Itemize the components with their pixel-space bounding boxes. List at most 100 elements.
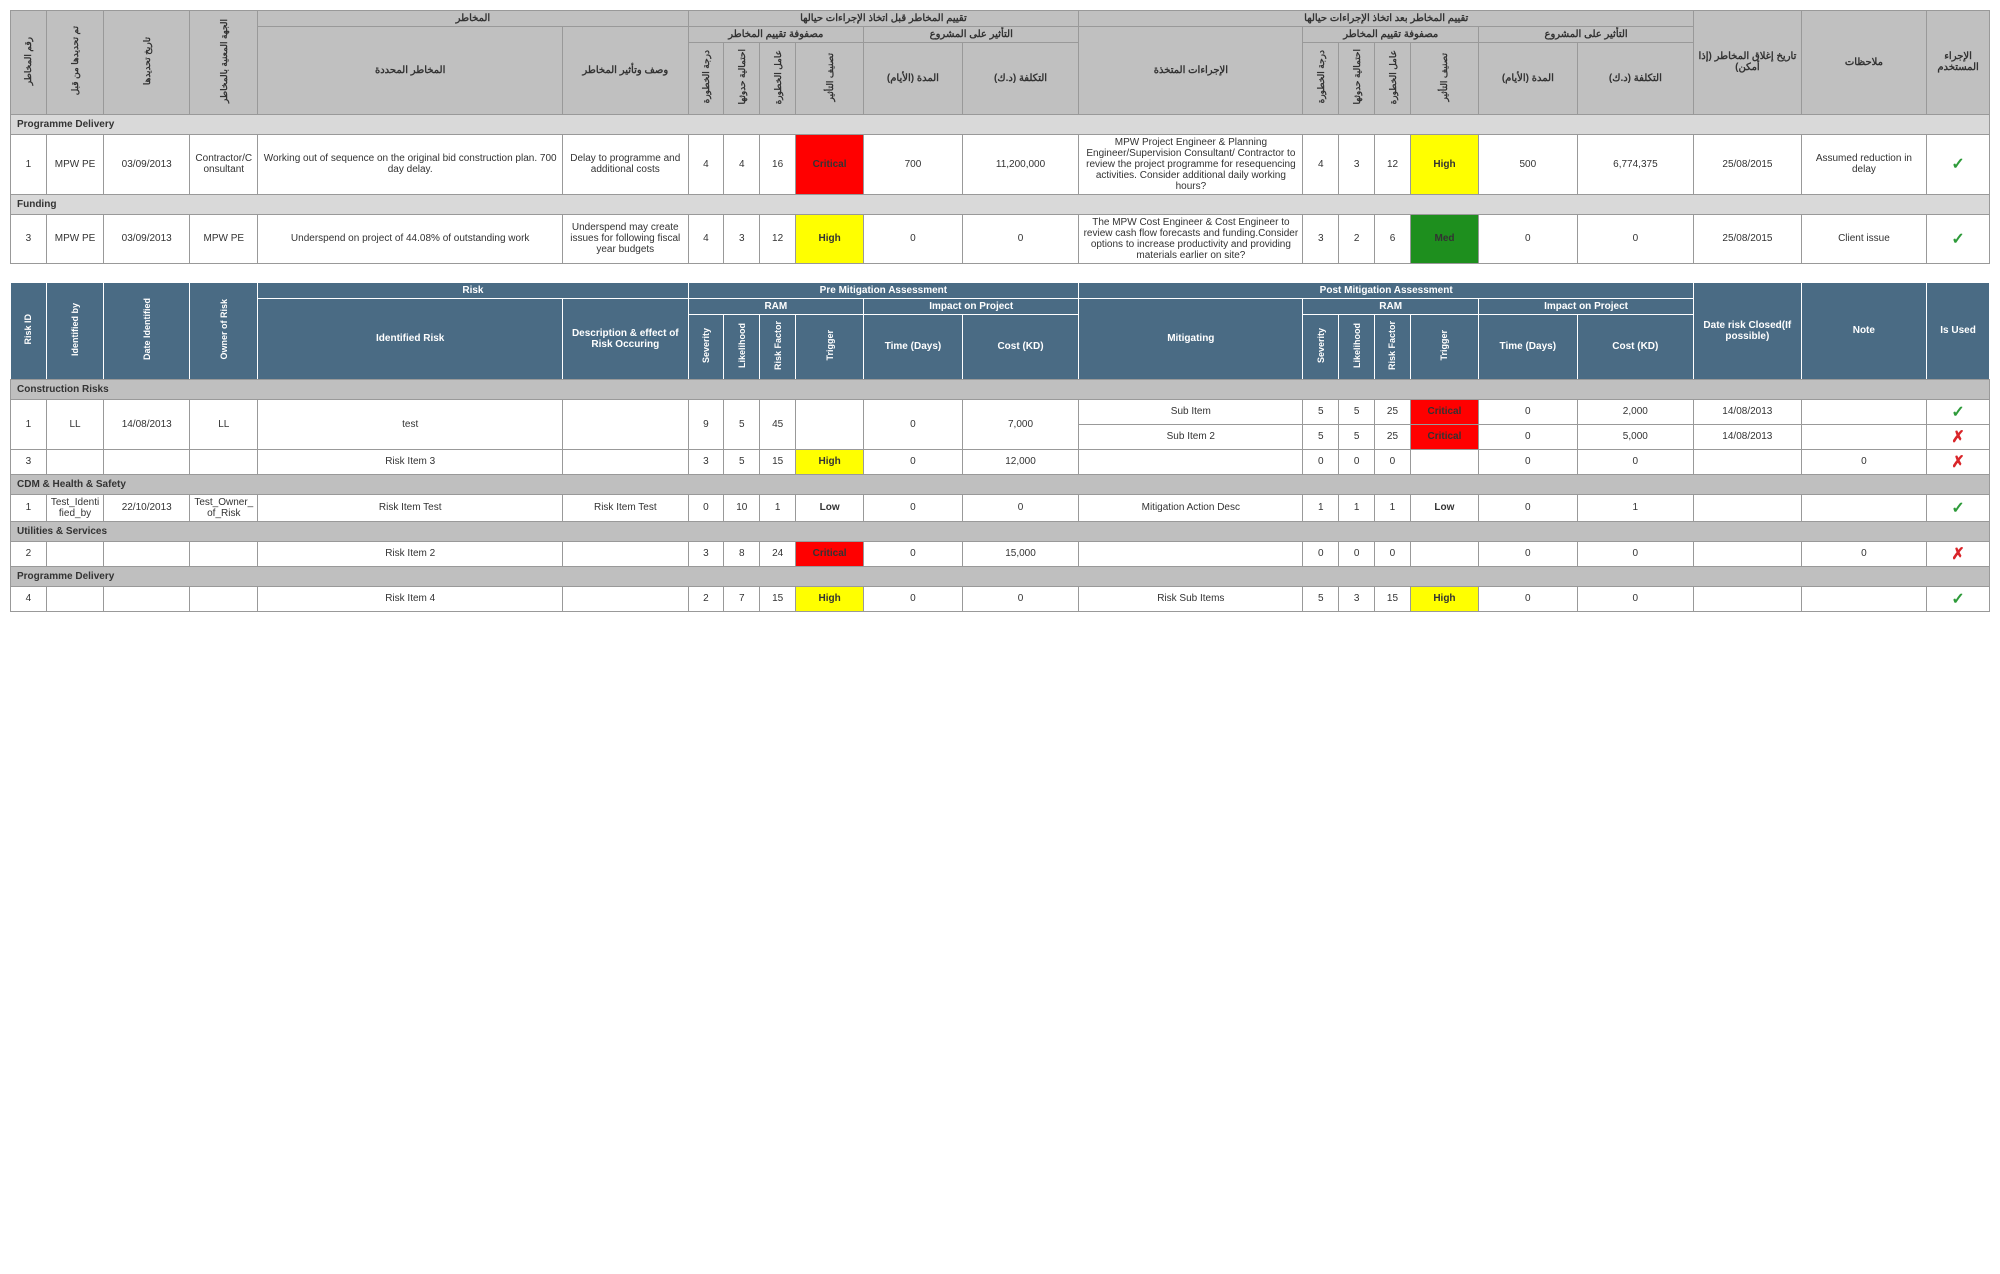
cell: Underspend may create issues for followi… [563,214,688,263]
bot-tbody: Construction Risks1LL14/08/2013LLtest954… [11,379,1990,611]
col-dateident: Date Identified [104,282,190,379]
trigger-cell: Critical [796,541,864,566]
col-trig2: Trigger [1410,314,1478,379]
cell: 5 [1339,399,1375,424]
trigger-cell: Critical [1410,399,1478,424]
col-rf2: Risk Factor [1375,314,1411,379]
grp-impact2: Impact on Project [1478,298,1693,314]
cell [1694,586,1802,611]
used-cell: ✗ [1927,449,1990,474]
check-icon: ✓ [1951,231,1964,248]
trigger-cell: Med [1410,214,1478,263]
cell: 3 [11,214,47,263]
cell: 1 [760,494,796,521]
cell: 0 [1478,541,1577,566]
cell [1079,541,1303,566]
cell: 5 [724,449,760,474]
cell: 0 [1801,541,1926,566]
cell: MPW PE [46,134,103,194]
trigger-cell: Low [1410,494,1478,521]
cell: 3 [1303,214,1339,263]
cell: 0 [1479,214,1578,263]
grp-risk: المخاطر [258,11,688,27]
col-time: المدة (الأيام) [864,43,963,115]
section-row: Construction Risks [11,379,1990,399]
cell: 0 [1478,586,1577,611]
cell: 0 [1339,449,1375,474]
col-lik: احتمالية حدوثها [724,43,760,115]
col-time2: Time (Days) [1478,314,1577,379]
table-row: 2Risk Item 23824Critical015,000000000✗ [11,541,1990,566]
cell: 3 [688,541,724,566]
col-cost2: Cost (KD) [1577,314,1694,379]
used-cell: ✓ [1927,494,1990,521]
cell: 0 [1375,541,1411,566]
col-cost: التكلفة (د.ك) [962,43,1079,115]
cell: 12 [760,214,796,263]
col-sev2: درجة الخطورة [1303,43,1339,115]
cell: 45 [760,399,796,449]
risk-table-arabic: رقم المخاطر تم تحديدها من قبل تاريخ تحدي… [10,10,1990,264]
trigger-cell: High [796,214,864,263]
col-lik2: Likelihood [1339,314,1375,379]
cell: 14/08/2013 [1694,424,1802,449]
col-mitaction: الإجراءات المتخذة [1079,27,1303,115]
col-time2: المدة (الأيام) [1479,43,1578,115]
grp-impact1: Impact on Project [864,298,1079,314]
cell: Risk Sub Items [1079,586,1303,611]
used-cell: ✓ [1927,214,1990,263]
cell: 12,000 [962,449,1079,474]
cell: 0 [1375,449,1411,474]
grp-risk: Risk [258,282,688,298]
cell: 9 [688,399,724,449]
table-row: 1LL14/08/2013LLtest954507,000Sub Item552… [11,399,1990,424]
trigger-cell [796,399,864,449]
cell: 1 [1303,494,1339,521]
cell: Test_Owner_of_Risk [190,494,258,521]
trigger-cell: Critical [1410,424,1478,449]
cross-icon: ✗ [1951,454,1964,471]
cell: Test_Identified_by [46,494,103,521]
cell: Risk Item 4 [258,586,563,611]
grp-preassess: تقييم المخاطر قبل اتخاذ الإجراءات حيالها [688,11,1079,27]
cell: 0 [1577,541,1694,566]
cell: 6,774,375 [1577,134,1694,194]
top-tbody: Programme Delivery1MPW PE03/09/2013Contr… [11,114,1990,263]
cell: 2 [1339,214,1375,263]
cell: 12 [1375,134,1411,194]
cell: 4 [1303,134,1339,194]
cell: 3 [11,449,47,474]
check-icon: ✓ [1951,500,1964,517]
cell: 0 [1303,541,1339,566]
table-row: 3MPW PE03/09/2013MPW PEUnderspend on pro… [11,214,1990,263]
check-icon: ✓ [1951,404,1964,421]
cell: 0 [1577,449,1694,474]
used-cell: ✓ [1927,134,1990,194]
section-row: Programme Delivery [11,566,1990,586]
table-row: 4Risk Item 42715High00Risk Sub Items5315… [11,586,1990,611]
cell: 10 [724,494,760,521]
col-trig2: تصنيف التأثير [1410,43,1478,115]
grp-impact1: التأثير على المشروع [864,27,1079,43]
cell: 1 [11,134,47,194]
cell: Mitigation Action Desc [1079,494,1303,521]
trigger-cell [1410,541,1478,566]
col-trig: Trigger [796,314,864,379]
cell: 15 [760,586,796,611]
cell: 15 [1375,586,1411,611]
grp-mitigating: Mitigating [1079,298,1303,379]
col-sev: درجة الخطورة [688,43,724,115]
col-sev: Severity [688,314,724,379]
cell [563,541,688,566]
cross-icon: ✗ [1951,429,1964,446]
col-desc: وصف وتأثير المخاطر [563,27,688,115]
cell [190,541,258,566]
cell: 25 [1375,424,1411,449]
section-row: Funding [11,194,1990,214]
cross-icon: ✗ [1951,546,1964,563]
grp-ram2: RAM [1303,298,1479,314]
col-trig: تصنيف التأثير [796,43,864,115]
cell: 24 [760,541,796,566]
cell: 0 [864,494,963,521]
cell [1079,449,1303,474]
